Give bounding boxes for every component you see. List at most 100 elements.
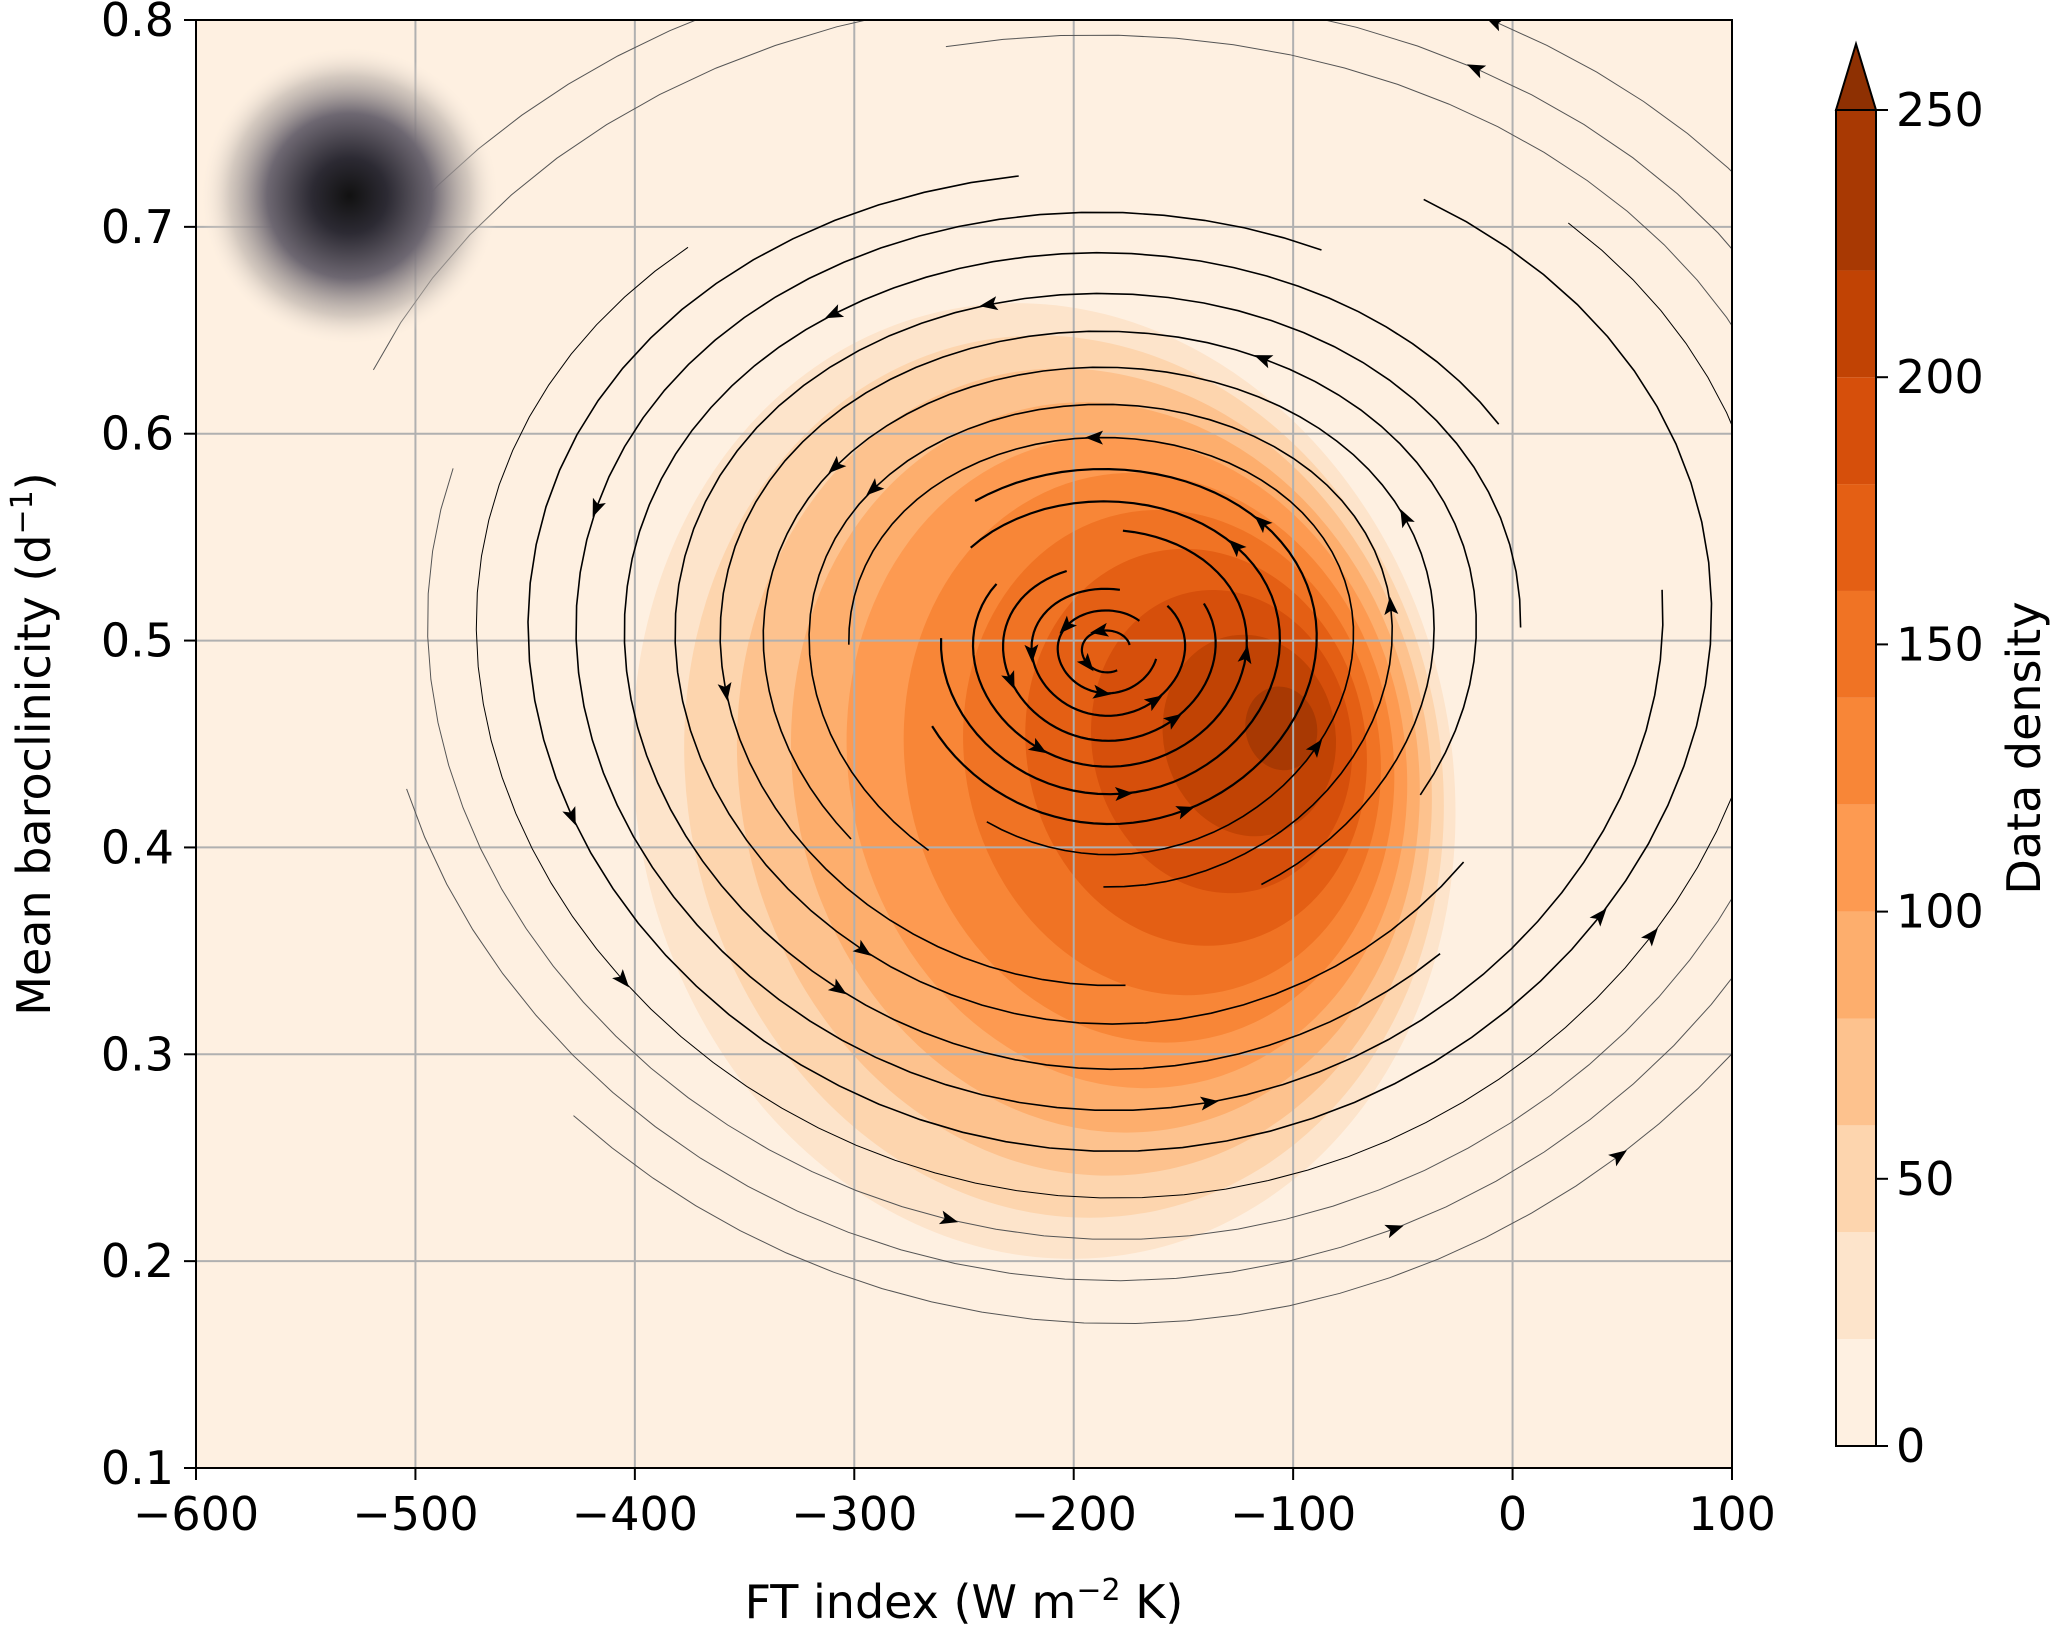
streamline-arrow — [1305, 739, 1323, 758]
colorbar-tick-label: 150 — [1896, 617, 1984, 671]
marker-blob-shape — [199, 45, 500, 346]
y-tick-label: 0.1 — [101, 1441, 174, 1495]
colorbar-tick-label: 0 — [1896, 1419, 1925, 1473]
colorbar-band — [1836, 1232, 1876, 1340]
x-tick-label: −200 — [1011, 1487, 1137, 1541]
y-axis-label: Mean baroclinicity (d−1) — [5, 472, 61, 1015]
x-tick-label: −300 — [791, 1487, 917, 1541]
streamline-arrow — [1589, 908, 1607, 927]
streamline-arrow — [1027, 737, 1047, 754]
colorbar-tick-label: 50 — [1896, 1152, 1955, 1206]
streamline — [1002, 569, 1217, 742]
colorbar-tick-label: 250 — [1896, 83, 1984, 137]
streamline-arrow — [1254, 515, 1273, 534]
streamline-arrow — [1001, 670, 1015, 690]
colorbar-frame — [1835, 109, 1877, 1447]
streamline-arrow — [1228, 539, 1247, 558]
colorbar-band — [1836, 697, 1876, 805]
x-axis-label: FT index (W m−2 K) — [745, 1573, 1184, 1626]
streamline-arrow — [1085, 430, 1104, 445]
y-tick-label: 0.7 — [101, 200, 174, 254]
streamline — [575, 211, 1664, 1111]
colorbar-band — [1836, 110, 1876, 271]
streamline-arrow — [1163, 713, 1182, 730]
streamline-arrow — [1092, 684, 1112, 699]
streamline-arrow — [1641, 928, 1658, 947]
streamline-arrow — [827, 978, 847, 995]
streamline — [372, 20, 1732, 1282]
streamline — [674, 292, 1522, 1025]
colorbar-band — [1836, 590, 1876, 698]
colorbar-tick-label: 200 — [1896, 350, 1984, 404]
streamline-arrow — [1143, 695, 1163, 712]
streamline-arrow — [852, 939, 872, 956]
x-axis: −600 −500 −400 −300 −200 −100 0 100 — [133, 1468, 1776, 1541]
streamline — [848, 436, 1355, 856]
colorbar-band — [1836, 270, 1876, 378]
streamline — [527, 175, 1713, 1152]
streamline-arrow — [1254, 355, 1274, 369]
x-tick-label: −100 — [1230, 1487, 1356, 1541]
y-axis: 0.1 0.2 0.3 0.4 0.5 0.6 0.7 0.8 — [101, 0, 196, 1495]
streamline-arrow — [1199, 1096, 1219, 1111]
y-tick-label: 0.8 — [101, 0, 174, 47]
streamline-arrow — [1024, 644, 1039, 663]
colorbar-label: Data density — [1997, 601, 2051, 894]
y-tick-label: 0.6 — [101, 407, 174, 461]
streamline — [1030, 587, 1187, 717]
streamline — [1056, 609, 1158, 695]
y-tick-label: 0.4 — [101, 820, 174, 874]
streamline-arrow — [828, 455, 847, 474]
streamline-arrow — [1175, 806, 1195, 820]
colorbar-band — [1836, 377, 1876, 485]
colorbar-band — [1836, 804, 1876, 912]
streamline — [623, 251, 1500, 1071]
streamline — [719, 330, 1477, 987]
x-tick-label: 100 — [1688, 1487, 1776, 1541]
colorbar-band — [1836, 1018, 1876, 1126]
streamline-arrow — [717, 682, 732, 701]
streamline-arrow — [1059, 615, 1077, 634]
streamline-arrow — [1608, 1150, 1627, 1167]
streamline-arrow — [1076, 652, 1094, 672]
streamline-arrow — [824, 304, 845, 319]
streamline — [401, 20, 1732, 1325]
colorbar-band — [1836, 911, 1876, 1019]
y-tick-label: 0.3 — [101, 1027, 174, 1081]
streamline-arrow — [1090, 622, 1110, 637]
colorbar-band — [1836, 1125, 1876, 1233]
streamlines — [372, 20, 1812, 1325]
streamline-arrow — [938, 1210, 959, 1225]
streamline-arrow — [866, 478, 885, 496]
streamline — [940, 500, 1282, 796]
streamline-arrow — [1400, 508, 1415, 529]
y-tick-label: 0.5 — [101, 614, 174, 668]
streamline-arrow — [1384, 596, 1399, 616]
streamline — [427, 34, 1732, 1240]
colorbar: 0 50 100 150 200 250 — [1834, 40, 1984, 1473]
streamline — [762, 366, 1435, 886]
density-contours — [632, 303, 1456, 1259]
y-tick-label: 0.2 — [101, 1234, 174, 1288]
streamline-arrow — [1114, 786, 1134, 801]
plot-frame — [195, 19, 1733, 1469]
streamline-arrow — [979, 296, 999, 311]
colorbar-band — [1836, 1339, 1876, 1446]
colorbar-band — [1836, 484, 1876, 591]
streamline — [971, 529, 1248, 768]
streamline-arrow — [562, 806, 576, 826]
streamline-arrow — [1466, 64, 1487, 79]
streamline-arrow — [1237, 645, 1252, 665]
streamline-arrow — [1384, 1224, 1404, 1239]
streamline — [808, 403, 1394, 888]
streamline-arrow — [592, 497, 606, 518]
colorbar-extend-arrow — [1834, 40, 1878, 111]
marker-blob — [199, 45, 500, 346]
streamline — [931, 467, 1318, 826]
streamline — [475, 222, 1732, 1199]
streamline-arrow — [1795, 472, 1812, 492]
streamline-arrow — [612, 969, 630, 988]
x-tick-label: −500 — [352, 1487, 478, 1541]
colorbar-tick-label: 100 — [1896, 885, 1984, 939]
